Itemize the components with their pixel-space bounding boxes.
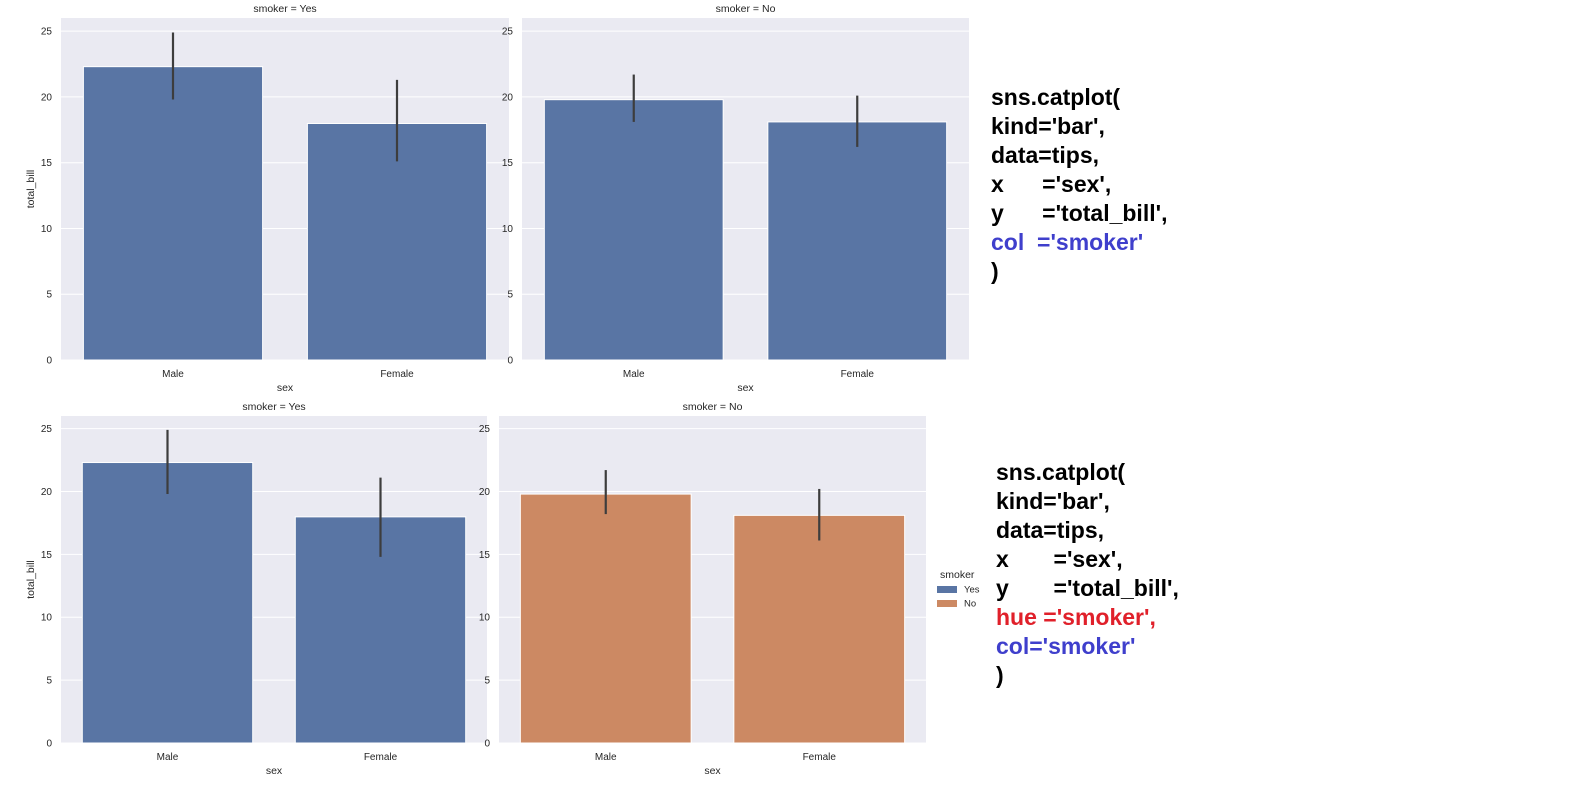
- x-tick-label: Female: [380, 369, 414, 380]
- x-tick-label: Male: [623, 369, 645, 380]
- legend-label: Yes: [964, 585, 980, 596]
- code-text: x ='sex',: [996, 546, 1123, 572]
- code-text: sns.catplot(: [991, 84, 1121, 110]
- y-tick-label: 15: [479, 550, 491, 561]
- facet-title: smoker = Yes: [253, 3, 316, 15]
- y-tick-label: 0: [46, 739, 52, 750]
- code-line: kind='bar',: [996, 487, 1179, 516]
- y-tick-label: 5: [484, 676, 490, 687]
- code-text: sns.catplot(: [996, 459, 1126, 485]
- y-tick-label: 0: [46, 356, 52, 367]
- y-tick-label: 5: [46, 676, 52, 687]
- code-line: sns.catplot(: [991, 83, 1167, 112]
- code-text: kind='bar',: [996, 488, 1110, 514]
- bar: [81, 462, 254, 744]
- legend-title: smoker: [940, 569, 975, 581]
- code-line: ): [991, 257, 1167, 286]
- y-tick-label: 20: [41, 92, 53, 103]
- code-text: ): [991, 258, 999, 284]
- code-text: y ='total_bill',: [996, 575, 1179, 601]
- x-tick-label: Male: [162, 369, 184, 380]
- x-axis-label: sex: [266, 765, 283, 777]
- chart-panel-4: 0 5 10 15 20 25 Male Female smoker = No sex: [479, 401, 926, 777]
- code-line: y ='total_bill',: [996, 574, 1179, 603]
- code-line: x ='sex',: [996, 545, 1179, 574]
- y-axis-label: total_bill: [25, 170, 37, 209]
- chart-panel-3: 0 5 10 15 20 25 Male Female smoker = Yes sex total…: [25, 401, 487, 777]
- x-axis-label: sex: [277, 382, 294, 394]
- bar: [519, 493, 692, 744]
- y-tick-label: 25: [479, 424, 491, 435]
- code-text: col='smoker': [996, 633, 1136, 659]
- legend: smoker Yes No: [937, 569, 980, 610]
- y-tick-label: 25: [41, 27, 53, 38]
- y-tick-label: 0: [484, 739, 490, 750]
- code-line: col='smoker': [996, 632, 1179, 661]
- code-text: y ='total_bill',: [991, 200, 1168, 226]
- facet-title: smoker = No: [716, 3, 776, 15]
- x-tick-label: Male: [595, 752, 617, 763]
- x-axis-label: sex: [704, 765, 721, 777]
- code-text: x ='sex',: [991, 171, 1112, 197]
- code-line: y ='total_bill',: [991, 199, 1167, 228]
- x-tick-label: Male: [157, 752, 179, 763]
- bar: [767, 121, 948, 361]
- legend-label: No: [964, 599, 976, 610]
- legend-swatch: [937, 600, 957, 607]
- y-tick-label: 5: [46, 290, 52, 301]
- y-tick-label: 15: [41, 158, 53, 169]
- code-line: x ='sex',: [991, 170, 1167, 199]
- code-line: col ='smoker': [991, 228, 1167, 257]
- bar: [82, 66, 264, 361]
- code-line: sns.catplot(: [996, 458, 1179, 487]
- bar: [733, 514, 906, 744]
- y-tick-label: 20: [41, 487, 53, 498]
- x-tick-label: Female: [841, 369, 875, 380]
- y-tick-label: 5: [507, 290, 513, 301]
- y-tick-label: 10: [479, 613, 491, 624]
- code-line: data=tips,: [991, 141, 1167, 170]
- code-text: ): [996, 662, 1004, 688]
- code-text: data=tips,: [991, 142, 1100, 168]
- code-text: kind='bar',: [991, 113, 1105, 139]
- y-tick-label: 20: [479, 487, 491, 498]
- legend-swatch: [937, 586, 957, 593]
- x-tick-label: Female: [364, 752, 398, 763]
- code-block-col: sns.catplot( kind='bar', data=tips, x ='sex…: [991, 83, 1167, 286]
- code-line: kind='bar',: [991, 112, 1167, 141]
- chart-panel-2: 0 5 10 15 20 25 Male Female smoker = No sex: [502, 3, 969, 394]
- y-tick-label: 15: [41, 550, 53, 561]
- code-text: data=tips,: [996, 517, 1105, 543]
- y-tick-label: 20: [502, 92, 514, 103]
- chart-panel-1: 0 5 10 15 20 25 Male Female smoker = Yes sex total…: [25, 3, 509, 394]
- x-tick-label: Female: [803, 752, 837, 763]
- facet-title: smoker = No: [683, 401, 743, 413]
- code-block-hue-col: sns.catplot( kind='bar', data=tips, x ='sex…: [996, 458, 1179, 690]
- x-axis-label: sex: [737, 382, 754, 394]
- y-axis-label: total_bill: [25, 560, 37, 599]
- facet-title: smoker = Yes: [242, 401, 305, 413]
- code-line: data=tips,: [996, 516, 1179, 545]
- code-text: hue ='smoker',: [996, 604, 1156, 630]
- y-tick-label: 10: [502, 224, 514, 235]
- y-tick-label: 25: [502, 27, 514, 38]
- y-tick-label: 10: [41, 224, 53, 235]
- code-line: ): [996, 661, 1179, 690]
- bar: [543, 99, 724, 361]
- code-text: col ='smoker': [991, 229, 1144, 255]
- y-tick-label: 25: [41, 424, 53, 435]
- code-line: hue ='smoker',: [996, 603, 1179, 632]
- y-tick-label: 0: [507, 356, 513, 367]
- y-tick-label: 15: [502, 158, 514, 169]
- y-tick-label: 10: [41, 613, 53, 624]
